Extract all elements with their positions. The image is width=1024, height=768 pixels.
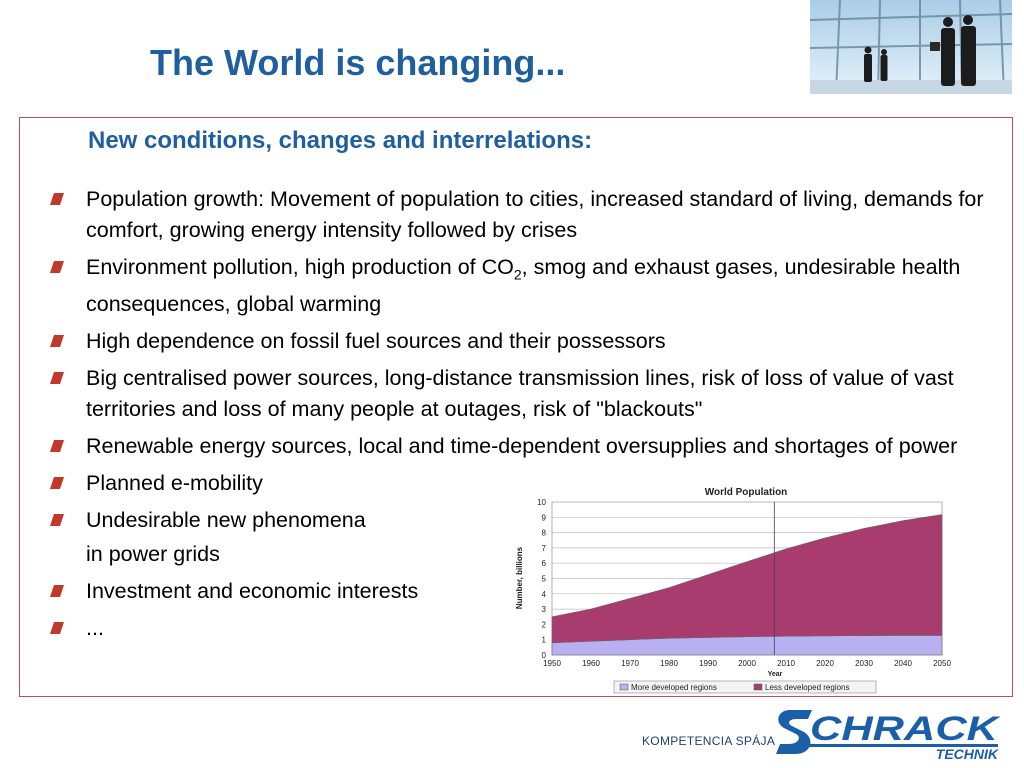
y-tick-label: 6 [542, 559, 547, 568]
legend-label: More developed regions [631, 683, 717, 692]
legend-swatch [753, 683, 763, 691]
y-tick-label: 10 [537, 498, 546, 507]
world-population-chart: World Population Number, billions Year 0… [510, 482, 958, 694]
chart-svg: World Population Number, billions Year 0… [515, 487, 951, 694]
y-tick-label: 5 [542, 575, 547, 584]
list-item: Planned e-mobility [46, 468, 1016, 499]
x-tick-label: 2010 [777, 659, 795, 668]
list-item: ... [46, 613, 1016, 644]
list-item: Population growth: Movement of populatio… [46, 184, 1016, 245]
y-tick-label: 2 [542, 620, 547, 629]
chart-xlabel: Year [768, 671, 783, 678]
chart-ylabel: Number, billions [515, 546, 524, 609]
bullet-text: Renewable energy sources, local and time… [86, 433, 958, 458]
bullet-text-part: Environment pollution, high production o… [86, 254, 514, 279]
x-tick-label: 2030 [855, 659, 873, 668]
bullet-square-icon [50, 335, 64, 348]
list-item-continuation: in power grids [46, 539, 1016, 570]
logo-subtext: TECHNIK [936, 746, 999, 762]
list-item: Big centralised power sources, long-dist… [46, 363, 1016, 424]
bullet-text: in power grids [86, 541, 220, 566]
bullet-text: Big centralised power sources, long-dist… [86, 366, 954, 421]
bullet-list: Population growth: Movement of populatio… [46, 184, 1016, 650]
list-item: Renewable energy sources, local and time… [46, 431, 966, 462]
bullet-text: Population growth: Movement of populatio… [86, 187, 984, 242]
list-item: High dependence on fossil fuel sources a… [46, 326, 1016, 357]
slide-title: The World is changing... [150, 42, 566, 83]
list-item: Environment pollution, high production o… [46, 252, 1016, 320]
bullet-square-icon [50, 193, 64, 205]
slide-subtitle: New conditions, changes and interrelatio… [88, 127, 593, 154]
co2-subscript: 2 [513, 265, 522, 282]
schrack-technik-logo: CHRACK TECHNIK [776, 706, 1002, 762]
bullet-text-part: , smog and exhaust gases, undesirable he… [86, 254, 961, 317]
y-tick-label: 8 [542, 529, 547, 538]
content-frame [19, 117, 1013, 697]
x-tick-label: 2000 [738, 659, 756, 668]
y-tick-label: 3 [542, 605, 547, 614]
x-tick-label: 1960 [582, 659, 600, 668]
list-item: Undesirable new phenomena [46, 505, 1016, 536]
y-tick-label: 1 [542, 636, 547, 645]
bullet-text: Undesirable new phenomena [86, 507, 366, 532]
bullet-square-icon [50, 584, 64, 597]
bullet-square-icon [50, 439, 64, 452]
business-people-photo [810, 0, 1012, 94]
x-tick-label: 1990 [699, 659, 717, 668]
x-tick-label: 2040 [894, 659, 912, 668]
x-tick-label: 1970 [621, 659, 639, 668]
y-tick-label: 9 [542, 513, 547, 522]
x-tick-label: 1980 [660, 659, 678, 668]
chart-title: World Population [705, 487, 788, 498]
legend-label: Less developed regions [765, 683, 850, 692]
legend-box [613, 680, 877, 694]
y-tick-label: 7 [542, 544, 547, 553]
bullet-text: Investment and economic interests [86, 578, 419, 603]
bullet-text: ... [86, 615, 104, 640]
svg-text:CHRACK: CHRACK [810, 710, 1001, 748]
x-tick-label: 2050 [933, 659, 951, 668]
list-item: Investment and economic interests [46, 576, 1016, 607]
x-tick-label: 1950 [543, 659, 561, 668]
bullet-square-icon [50, 372, 64, 385]
y-tick-label: 4 [542, 590, 547, 599]
footer-slogan: KOMPETENCIA SPÁJA [642, 734, 776, 748]
area-series-less-developed [551, 514, 943, 644]
bullet-square-icon [50, 513, 64, 526]
bullet-square-icon [50, 621, 64, 634]
bullet-square-icon [50, 260, 64, 273]
bullet-text: Planned e-mobility [86, 470, 263, 495]
y-tick-label: 0 [542, 651, 547, 660]
bullet-text: High dependence on fossil fuel sources a… [86, 329, 666, 354]
bullet-square-icon [50, 476, 64, 489]
x-tick-label: 2020 [816, 659, 834, 668]
legend-swatch [619, 683, 629, 691]
